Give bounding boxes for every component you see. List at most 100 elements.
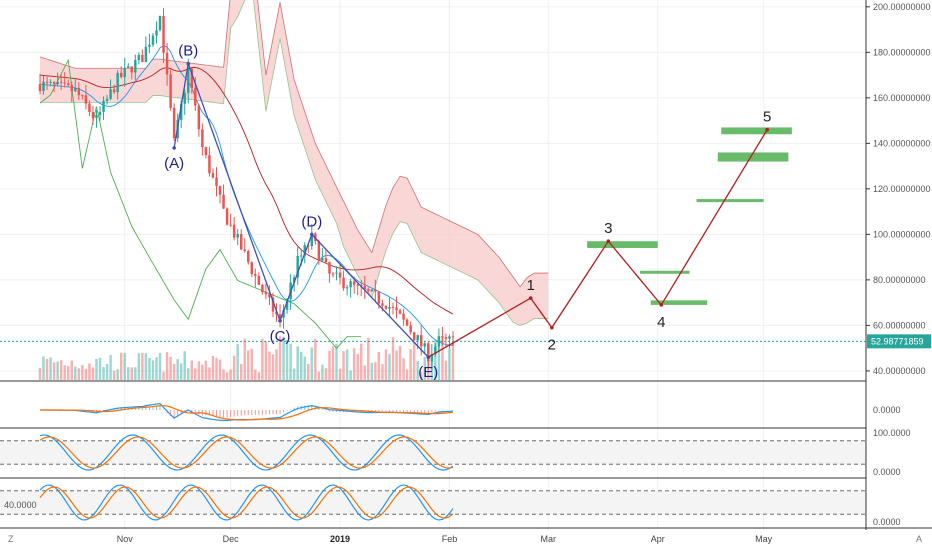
candle-body[interactable] xyxy=(52,81,56,85)
candle-body[interactable] xyxy=(151,35,155,45)
candle-body[interactable] xyxy=(45,81,49,83)
candle-body[interactable] xyxy=(187,68,190,93)
candle-body[interactable] xyxy=(116,72,119,93)
candle-body[interactable] xyxy=(155,30,158,36)
candle-body[interactable] xyxy=(169,74,172,108)
candle-body[interactable] xyxy=(257,275,261,285)
candle-body[interactable] xyxy=(102,100,105,112)
candle-body[interactable] xyxy=(419,335,423,347)
target-zones[interactable] xyxy=(587,127,792,305)
target-zone-5[interactable] xyxy=(717,152,789,162)
corner-right-label[interactable]: A xyxy=(916,534,922,544)
candle-body[interactable] xyxy=(363,286,366,290)
candle-body[interactable] xyxy=(134,60,137,73)
candle-body[interactable] xyxy=(405,319,409,326)
candle-body[interactable] xyxy=(215,177,218,186)
candle-body[interactable] xyxy=(208,155,211,174)
candle-body[interactable] xyxy=(367,289,370,292)
candle-body[interactable] xyxy=(331,273,335,275)
candle-body[interactable] xyxy=(412,332,416,341)
candle-body[interactable] xyxy=(229,224,232,226)
candle-body[interactable] xyxy=(359,284,363,287)
candle-body[interactable] xyxy=(451,336,455,338)
candle-body[interactable] xyxy=(345,287,349,289)
candle-body[interactable] xyxy=(247,250,250,263)
candle-body[interactable] xyxy=(444,336,448,339)
candle-body[interactable] xyxy=(165,52,169,75)
candle-body[interactable] xyxy=(268,294,271,298)
candle-body[interactable] xyxy=(42,81,45,92)
candle-body[interactable] xyxy=(352,281,356,285)
target-zone-1[interactable] xyxy=(587,241,658,249)
candle-body[interactable] xyxy=(218,185,222,195)
candle-body[interactable] xyxy=(130,66,134,73)
candle-body[interactable] xyxy=(398,310,402,314)
candle-body[interactable] xyxy=(370,289,374,292)
candle-body[interactable] xyxy=(356,284,359,286)
candle-body[interactable] xyxy=(148,44,151,47)
candle-body[interactable] xyxy=(423,343,426,347)
candle-body[interactable] xyxy=(292,277,296,283)
corner-left-label[interactable]: Z xyxy=(8,534,14,544)
candle-body[interactable] xyxy=(141,54,144,63)
candle-body[interactable] xyxy=(278,314,282,318)
candle-body[interactable] xyxy=(204,147,208,156)
candle-body[interactable] xyxy=(63,82,66,84)
candle-body[interactable] xyxy=(225,208,229,225)
candle-body[interactable] xyxy=(158,15,162,31)
candle-body[interactable] xyxy=(349,281,352,288)
candle-body[interactable] xyxy=(137,54,141,61)
candle-body[interactable] xyxy=(335,272,338,274)
candle-body[interactable] xyxy=(388,306,391,309)
candle-body[interactable] xyxy=(74,87,77,92)
candle-body[interactable] xyxy=(172,107,176,139)
candle-body[interactable] xyxy=(112,89,116,93)
candle-body[interactable] xyxy=(374,289,377,292)
candle-body[interactable] xyxy=(84,95,88,104)
candle-body[interactable] xyxy=(282,309,285,318)
candle-body[interactable] xyxy=(201,129,204,148)
candle-body[interactable] xyxy=(56,81,59,85)
candle-body[interactable] xyxy=(321,258,324,261)
candle-body[interactable] xyxy=(119,72,123,77)
target-zone-2[interactable] xyxy=(640,270,690,274)
candle-body[interactable] xyxy=(303,245,306,256)
candle-body[interactable] xyxy=(391,306,395,308)
target-zone-4[interactable] xyxy=(696,199,764,203)
candle-body[interactable] xyxy=(377,291,381,304)
candle-body[interactable] xyxy=(434,346,437,354)
candle-body[interactable] xyxy=(261,284,264,293)
candle-body[interactable] xyxy=(441,336,444,338)
candle-body[interactable] xyxy=(232,224,236,238)
candlesticks[interactable] xyxy=(38,8,455,371)
candle-body[interactable] xyxy=(127,66,130,68)
candle-body[interactable] xyxy=(190,68,194,88)
candle-body[interactable] xyxy=(236,233,239,238)
candle-body[interactable] xyxy=(38,84,42,92)
candle-body[interactable] xyxy=(381,303,384,306)
candle-body[interactable] xyxy=(162,15,165,53)
candle-body[interactable] xyxy=(95,115,98,118)
candle-body[interactable] xyxy=(430,353,434,362)
candle-body[interactable] xyxy=(317,241,321,261)
candle-body[interactable] xyxy=(70,85,74,92)
candle-body[interactable] xyxy=(123,67,126,77)
oscillator-panes[interactable] xyxy=(0,380,932,521)
candle-body[interactable] xyxy=(296,256,299,278)
candle-body[interactable] xyxy=(402,313,405,320)
candle-body[interactable] xyxy=(395,307,398,311)
candle-body[interactable] xyxy=(59,81,63,83)
candle-body[interactable] xyxy=(211,173,215,178)
candle-body[interactable] xyxy=(183,92,186,104)
candle-body[interactable] xyxy=(91,112,95,118)
candle-body[interactable] xyxy=(144,46,148,63)
candle-body[interactable] xyxy=(197,105,201,130)
candle-body[interactable] xyxy=(109,89,112,99)
candle-body[interactable] xyxy=(437,336,441,347)
candle-body[interactable] xyxy=(179,103,183,120)
candle-body[interactable] xyxy=(250,262,254,274)
candle-body[interactable] xyxy=(310,233,314,247)
candle-body[interactable] xyxy=(384,305,388,309)
candle-body[interactable] xyxy=(324,258,328,262)
